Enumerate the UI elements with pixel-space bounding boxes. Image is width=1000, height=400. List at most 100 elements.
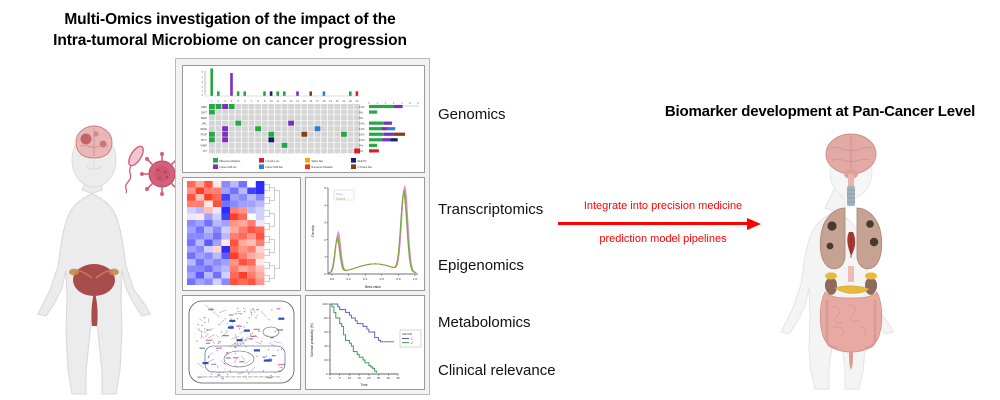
- svg-text:0.6: 0.6: [380, 277, 385, 281]
- svg-text:1: 1: [376, 101, 378, 105]
- svg-text:0: 0: [324, 272, 326, 276]
- svg-text:DHF: DHF: [201, 116, 207, 120]
- svg-text:DTY: DTY: [201, 138, 207, 142]
- oncoprint-grid: [209, 104, 360, 154]
- svg-text:20: 20: [367, 376, 371, 380]
- survival-xlabel: Time: [360, 383, 367, 387]
- pancreas-organ: [834, 285, 870, 294]
- svg-text:SKT: SKT: [201, 110, 207, 114]
- heatmap-cells: [187, 181, 265, 285]
- pathway-map-diagram: [183, 296, 300, 389]
- svg-text:2: 2: [202, 86, 204, 89]
- survival-ylabel: Survival probability (%): [310, 323, 314, 357]
- survival-curve-chart: 0 5 10 15 20 25 30 35 0 20 40 60 80 100 Time Surviva…: [306, 296, 424, 389]
- svg-text:5: 5: [324, 186, 326, 190]
- svg-text:4: 4: [202, 76, 204, 79]
- svg-text:3: 3: [224, 99, 226, 103]
- label-metabolomics: Metabolomics: [438, 314, 531, 331]
- svg-text:2: 2: [218, 99, 220, 103]
- label-genomics: Genomics: [438, 106, 506, 123]
- density-curves: [328, 185, 417, 274]
- svg-text:14%: 14%: [359, 121, 365, 125]
- svg-text:18: 18: [323, 99, 326, 103]
- svg-text:4: 4: [324, 203, 326, 207]
- heatmap-dendrogram: [264, 183, 280, 283]
- svg-text:1: 1: [202, 90, 204, 93]
- svg-text:2: 2: [411, 341, 413, 345]
- svg-text:2: 2: [385, 101, 387, 105]
- bacterium-icon: [125, 145, 144, 194]
- expression-heatmap-chart: [183, 178, 300, 290]
- svg-text:0.4: 0.4: [363, 277, 368, 281]
- svg-text:3: 3: [324, 221, 326, 225]
- svg-text:Splice Site: Splice Site: [311, 160, 323, 163]
- svg-text:1: 1: [324, 255, 326, 259]
- kidneys-organ: [824, 272, 878, 295]
- svg-text:16: 16: [309, 99, 312, 103]
- oncoprint-right-barplot: 0 1 2 3 4 5 6: [368, 101, 419, 153]
- svg-text:0.8: 0.8: [396, 277, 401, 281]
- label-transcriptomics: Transcriptomics: [438, 201, 544, 218]
- svg-text:4: 4: [401, 101, 403, 105]
- epigenomics-density-panel: 0.0 0.2 0.4 0.6 0.8 1.0 0 1 2 3 4 5 Beta value Den…: [305, 177, 425, 291]
- svg-text:11: 11: [276, 99, 279, 103]
- svg-text:30: 30: [387, 376, 391, 380]
- svg-text:80: 80: [324, 316, 328, 320]
- brain-organ: [75, 125, 113, 159]
- svg-text:0: 0: [329, 376, 331, 380]
- svg-text:5: 5: [409, 101, 411, 105]
- left-title-line1: Multi-Omics investigation of the impact …: [64, 11, 396, 28]
- svg-text:Missense Mutation: Missense Mutation: [219, 160, 240, 163]
- svg-text:Frame Shift Ins: Frame Shift Ins: [219, 166, 237, 169]
- svg-text:JPL: JPL: [202, 121, 208, 125]
- svg-text:0: 0: [202, 94, 204, 97]
- svg-text:MAD: MAD: [200, 127, 208, 131]
- svg-text:0: 0: [326, 372, 328, 376]
- oncoprint-top-barplot: 5 4 3 210: [202, 68, 361, 97]
- svg-text:9: 9: [264, 99, 266, 103]
- svg-text:13: 13: [290, 99, 293, 103]
- oncoprint-chart: 543 210 1 2 3 4 5 6 7 8 9 10 11 12 13 14 15 16 17 18 19 20 2…: [183, 66, 424, 172]
- svg-text:40: 40: [324, 344, 328, 348]
- svg-text:0.0: 0.0: [330, 277, 335, 281]
- svg-text:25: 25: [377, 376, 381, 380]
- svg-text:15: 15: [357, 376, 361, 380]
- svg-text:10: 10: [348, 376, 352, 380]
- oncoprint-legend: Missense Mutation In Frame Ins Splice Site…: [213, 158, 372, 169]
- svg-text:23: 23: [356, 99, 359, 103]
- svg-text:Case: Case: [336, 192, 343, 196]
- svg-text:22: 22: [349, 99, 352, 103]
- svg-text:6: 6: [417, 101, 419, 105]
- svg-text:2: 2: [324, 238, 326, 242]
- svg-text:10: 10: [270, 99, 273, 103]
- arrow-head-icon: [747, 217, 761, 230]
- svg-text:Nonsense Mutation: Nonsense Mutation: [311, 166, 333, 169]
- svg-text:5: 5: [202, 71, 204, 74]
- density-xlabel: Beta value: [365, 285, 381, 289]
- svg-text:9%: 9%: [359, 110, 364, 114]
- svg-text:21: 21: [342, 99, 345, 103]
- methylation-density-chart: 0.0 0.2 0.4 0.6 0.8 1.0 0 1 2 3 4 5 Beta value Den…: [306, 178, 424, 290]
- svg-text:15: 15: [303, 99, 306, 103]
- svg-text:1: 1: [411, 337, 413, 341]
- bladder-organ: [69, 264, 119, 326]
- svg-text:PGP: PGP: [201, 133, 207, 137]
- metabolomics-pathway-panel: [182, 295, 301, 390]
- svg-text:60: 60: [324, 330, 328, 334]
- clinical-survival-panel: 0 5 10 15 20 25 30 35 0 20 40 60 80 100 Time Surviva…: [305, 295, 425, 390]
- svg-text:Control: Control: [336, 196, 345, 200]
- svg-text:14%: 14%: [359, 127, 365, 131]
- intestines-organ: [819, 291, 883, 370]
- arrow-top-text: Integrate into precision medicine: [583, 200, 743, 212]
- svg-text:ABC: ABC: [201, 105, 208, 109]
- svg-text:6: 6: [244, 99, 246, 103]
- svg-text:5: 5: [339, 376, 341, 380]
- svg-text:In Frame Del: In Frame Del: [357, 166, 372, 169]
- svg-text:8: 8: [257, 99, 259, 103]
- svg-text:3: 3: [393, 101, 395, 105]
- svg-text:5: 5: [237, 99, 239, 103]
- patient-body-illustration: [8, 120, 184, 395]
- svg-text:KT: KT: [203, 149, 207, 153]
